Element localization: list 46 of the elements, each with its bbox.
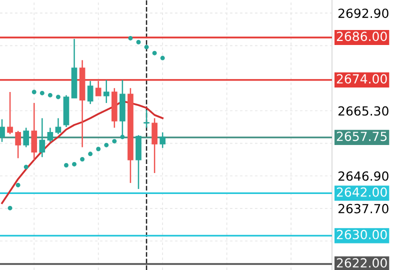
point xyxy=(48,92,52,98)
line-series xyxy=(1,100,164,204)
ref-line-label: 2630.00 xyxy=(336,230,387,240)
point xyxy=(80,156,85,162)
y-tick-label: 2692.90 xyxy=(338,8,388,18)
point xyxy=(40,90,44,96)
y-tick-label: 2665.30 xyxy=(338,106,388,116)
ref-line-label: 2686.00 xyxy=(336,32,387,42)
candlestick xyxy=(95,80,102,97)
candlestick xyxy=(15,130,21,159)
point xyxy=(136,40,141,44)
candlestick xyxy=(0,118,5,143)
point xyxy=(112,138,117,144)
candlestick xyxy=(31,102,38,161)
ref-line-label: 2657.75 xyxy=(336,132,387,142)
ref-line-label: 2622.00 xyxy=(336,258,387,268)
point xyxy=(56,94,60,100)
point xyxy=(160,56,165,60)
candlestick xyxy=(103,79,110,104)
candlestick xyxy=(144,109,150,128)
point xyxy=(104,142,109,148)
ref-line-label: 2642.00 xyxy=(336,187,387,197)
ref-line-label: 2674.00 xyxy=(336,74,387,84)
candlestick xyxy=(55,118,62,135)
candlestick xyxy=(87,80,94,105)
point xyxy=(88,152,93,156)
candlestick xyxy=(136,134,142,190)
candlestick xyxy=(160,132,166,149)
point xyxy=(152,50,157,56)
point xyxy=(16,182,20,188)
candlestick xyxy=(7,91,13,135)
y-tick-label: 2646.90 xyxy=(338,171,388,181)
point xyxy=(72,162,77,166)
point xyxy=(96,146,101,152)
point xyxy=(24,164,28,170)
point xyxy=(120,134,125,140)
y-tick-label: 2637.70 xyxy=(338,204,388,214)
point xyxy=(64,163,68,168)
point xyxy=(32,90,36,94)
candlestick xyxy=(47,127,54,143)
candlestick xyxy=(23,127,30,148)
candlestick xyxy=(152,118,158,174)
candlestick xyxy=(39,118,46,158)
point xyxy=(8,206,12,210)
point xyxy=(128,36,133,40)
point xyxy=(144,44,149,50)
